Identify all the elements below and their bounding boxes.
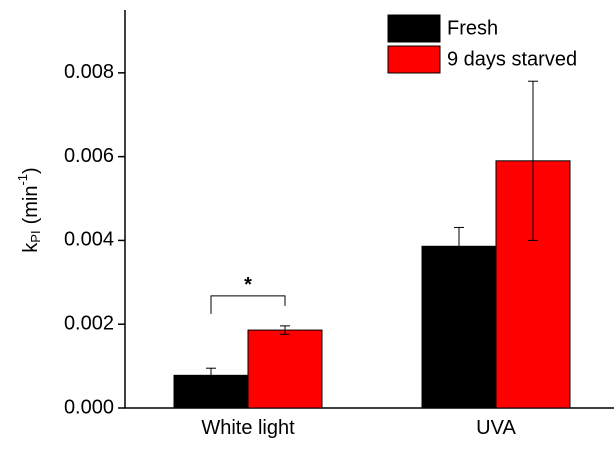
y-tick-label: 0.008 — [64, 61, 114, 83]
y-tick-label: 0.006 — [64, 145, 114, 167]
y-label-base: k — [20, 242, 42, 253]
bar — [247, 329, 323, 409]
y-tick-label: 0.002 — [64, 312, 114, 334]
significance-label: * — [244, 274, 252, 296]
y-axis-label: kPI (min-1) — [15, 167, 43, 252]
legend-swatch — [387, 14, 441, 43]
significance-bracket — [210, 295, 286, 314]
y-label-sub: PI — [28, 230, 43, 242]
y-label-close: ) — [20, 167, 42, 174]
y-tick-label: 0.004 — [64, 229, 114, 251]
x-tick-label: UVA — [476, 417, 516, 439]
y-tick-label: 0.000 — [64, 396, 114, 418]
y-label-unit: (min — [20, 186, 42, 225]
y-label-sup: -1 — [15, 174, 30, 186]
legend-label: Fresh — [447, 17, 498, 39]
x-tick-label: White light — [201, 417, 295, 439]
bar — [421, 245, 497, 409]
legend-label: 9 days starved — [447, 48, 577, 70]
legend-swatch — [387, 45, 441, 74]
